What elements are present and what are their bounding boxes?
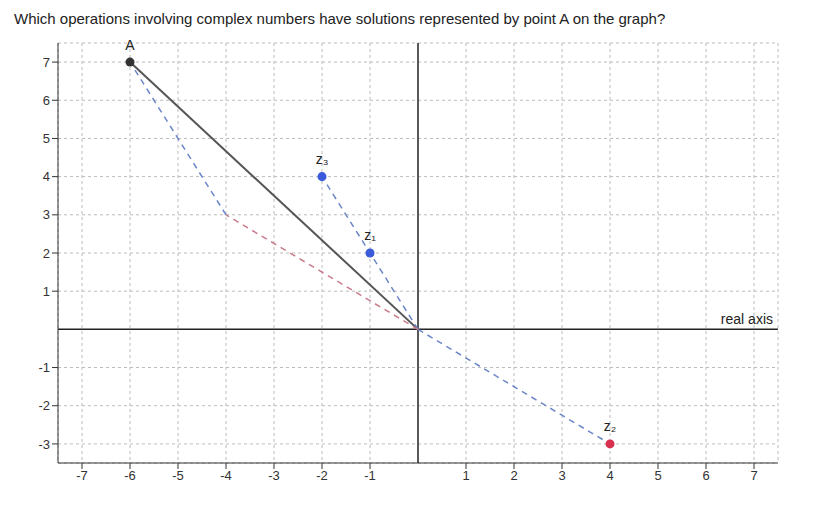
svg-text:6: 6 [43, 93, 50, 108]
svg-text:z₂: z₂ [604, 418, 616, 434]
svg-text:-1: -1 [364, 468, 376, 483]
svg-text:-2: -2 [38, 398, 50, 413]
svg-text:4: 4 [606, 468, 613, 483]
svg-text:real axis: real axis [721, 311, 773, 327]
svg-text:-4: -4 [220, 468, 232, 483]
svg-text:7: 7 [43, 55, 50, 70]
svg-text:-6: -6 [124, 468, 136, 483]
svg-text:5: 5 [654, 468, 661, 483]
svg-text:3: 3 [43, 207, 50, 222]
svg-text:-3: -3 [38, 437, 50, 452]
svg-text:-2: -2 [316, 468, 328, 483]
svg-text:3: 3 [558, 468, 565, 483]
svg-text:-3: -3 [268, 468, 280, 483]
svg-text:-1: -1 [38, 360, 50, 375]
svg-text:1: 1 [43, 284, 50, 299]
svg-text:6: 6 [702, 468, 709, 483]
svg-text:7: 7 [750, 468, 757, 483]
svg-text:z₃: z₃ [316, 151, 329, 167]
svg-text:A: A [125, 37, 135, 53]
svg-text:2: 2 [510, 468, 517, 483]
svg-text:z₁: z₁ [364, 227, 376, 243]
svg-text:4: 4 [43, 169, 50, 184]
html-text:Which operations involving com: Which operations involving complex numbe… [14, 10, 666, 27]
svg-text:-5: -5 [172, 468, 184, 483]
svg-text:5: 5 [43, 131, 50, 146]
svg-text:2: 2 [43, 246, 50, 261]
svg-text:-7: -7 [76, 468, 88, 483]
svg-text:1: 1 [462, 468, 469, 483]
